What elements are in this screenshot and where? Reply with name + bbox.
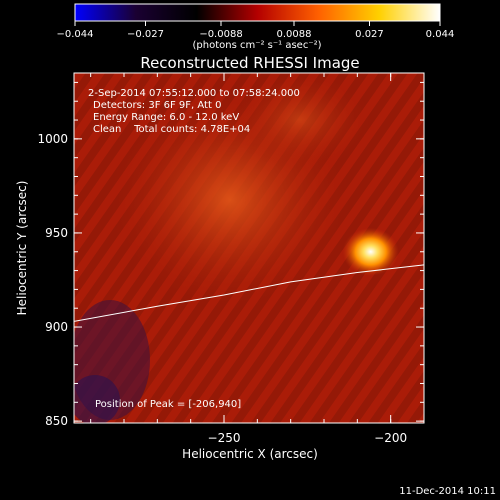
peak-position-label: Position of Peak = [-206,940] xyxy=(95,399,241,410)
colorbar xyxy=(74,3,441,22)
chart-title: Reconstructed RHESSI Image xyxy=(140,54,359,72)
flare-peak xyxy=(342,227,399,276)
colorbar-tick-label: −0.027 xyxy=(127,29,164,40)
y-tick-label: 1000 xyxy=(37,132,68,146)
y-tick-label: 950 xyxy=(45,226,68,240)
colorbar-unit-label: (photons cm⁻² s⁻¹ asec⁻²) xyxy=(192,40,321,51)
y-axis-ticks: 850 900 950 1000 xyxy=(37,81,424,428)
annotation-clean: Clean Total counts: 4.78E+04 xyxy=(93,124,250,135)
x-axis-ticks: −250−200−150 xyxy=(90,73,425,445)
y-tick-label: 850 xyxy=(45,414,68,428)
annotation-time: 2-Sep-2014 07:55:12.000 to 07:58:24.000 xyxy=(88,88,300,99)
solar-limb-line xyxy=(74,264,424,322)
colorbar-tick-label: −0.0088 xyxy=(199,29,242,40)
x-tick-label: −200 xyxy=(374,431,407,445)
x-tick-label: −250 xyxy=(208,431,241,445)
x-axis-label: Heliocentric X (arcsec) xyxy=(182,447,318,461)
colorbar-tick-label: 0.027 xyxy=(355,29,384,40)
colorbar-ticks: −0.044 −0.027 −0.0088 0.0088 0.027 0.044 xyxy=(56,21,454,40)
annotation-detectors: Detectors: 3F 6F 9F, Att 0 xyxy=(93,100,221,111)
colorbar-tick-label: 0.0088 xyxy=(277,29,312,40)
y-tick-label: 900 xyxy=(45,320,68,334)
colorbar-tick-label: −0.044 xyxy=(56,29,93,40)
annotation-energy: Energy Range: 6.0 - 12.0 keV xyxy=(93,112,239,123)
heatmap-image xyxy=(74,73,424,423)
plot-frame xyxy=(73,72,425,424)
y-axis-label: Heliocentric Y (arcsec) xyxy=(15,181,29,316)
footer-date: 11-Dec-2014 10:11 xyxy=(399,486,496,497)
colorbar-tick-label: 0.044 xyxy=(426,29,455,40)
